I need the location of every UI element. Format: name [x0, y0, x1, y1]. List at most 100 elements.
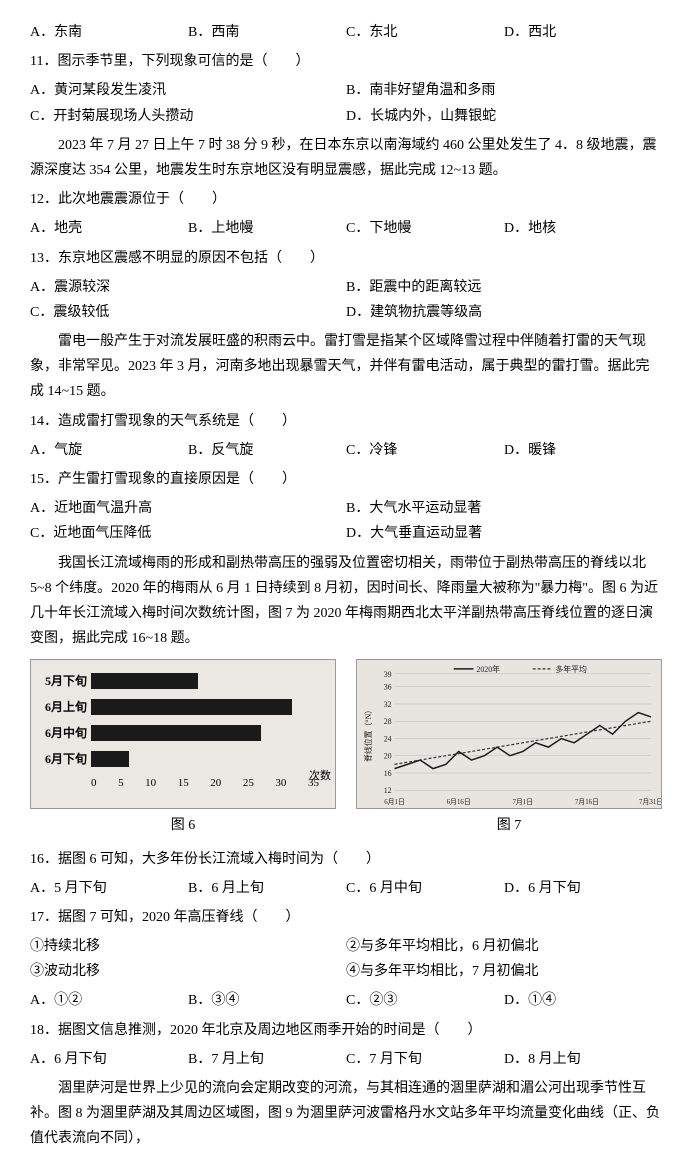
bar-axis: 05101520253035: [91, 774, 329, 794]
q18-a: A．6 月下旬: [30, 1047, 188, 1072]
q17-c: C．②③: [346, 988, 504, 1013]
q13-c: C．震级较低: [30, 300, 346, 325]
q18-options: A．6 月下旬 B．7 月上旬 C．7 月下旬 D．8 月上旬: [30, 1047, 662, 1072]
bar-row: 6月上旬: [37, 696, 329, 718]
q13-d: D．建筑物抗震等级高: [346, 300, 662, 325]
figure-6: 5月下旬6月上旬6月中旬6月下旬05101520253035次数 图 6: [30, 659, 336, 838]
tick: 30: [275, 774, 286, 794]
q15-options: A．近地面气温升高 B．大气水平运动显著 C．近地面气压降低 D．大气垂直运动显…: [30, 496, 662, 546]
bar-row: 5月下旬: [37, 670, 329, 692]
q18-stem: 18．据图文信息推测，2020 年北京及周边地区雨季开始的时间是（ ）: [30, 1018, 662, 1043]
q15-b: B．大气水平运动显著: [346, 496, 662, 521]
q12-a: A．地壳: [30, 216, 188, 241]
q17-statements: ①持续北移 ②与多年平均相比，6 月初偏北 ③波动北移 ④与多年平均相比，7 月…: [30, 934, 662, 984]
svg-text:脊线位置（°N）: 脊线位置（°N）: [363, 706, 373, 762]
tick: 5: [118, 774, 124, 794]
svg-text:32: 32: [384, 700, 392, 709]
q15-stem: 15．产生雷打雪现象的直接原因是（ ）: [30, 467, 662, 492]
q12-c: C．下地幔: [346, 216, 504, 241]
q17-a: A．①②: [30, 988, 188, 1013]
q14-c: C．冷锋: [346, 438, 504, 463]
fig7-caption: 图 7: [356, 813, 662, 838]
tick: 15: [178, 774, 189, 794]
q16-b: B．6 月上旬: [188, 876, 346, 901]
figure-7: 12162024283236396月1日6月16日7月1日7月16日7月31日脊…: [356, 659, 662, 838]
q13-stem: 13．东京地区震感不明显的原因不包括（ ）: [30, 246, 662, 271]
q11-b: B．南非好望角温和多雨: [346, 78, 662, 103]
bar-label: 6月中旬: [37, 723, 91, 745]
q14-options: A．气旋 B．反气旋 C．冷锋 D．暖锋: [30, 438, 662, 463]
q16-d: D．6 月下旬: [504, 876, 662, 901]
svg-text:16: 16: [384, 769, 392, 778]
q16-c: C．6 月中旬: [346, 876, 504, 901]
fig7-svg: 12162024283236396月1日6月16日7月1日7月16日7月31日脊…: [357, 660, 661, 808]
q12-d: D．地核: [504, 216, 662, 241]
svg-text:24: 24: [384, 735, 392, 744]
pre-options-row: A．东南 B．西南 C．东北 D．西北: [30, 20, 662, 45]
opt-c: C．东北: [346, 20, 504, 45]
q13-a: A．震源较深: [30, 275, 346, 300]
q11-stem: 11．图示季节里，下列现象可信的是（ ）: [30, 49, 662, 74]
q14-stem: 14．造成雷打雪现象的天气系统是（ ）: [30, 409, 662, 434]
q15-a: A．近地面气温升高: [30, 496, 346, 521]
bar-label: 6月上旬: [37, 697, 91, 719]
q17-stem: 17．据图 7 可知，2020 年高压脊线（ ）: [30, 905, 662, 930]
q12-options: A．地壳 B．上地幔 C．下地幔 D．地核: [30, 216, 662, 241]
q17-options: A．①② B．③④ C．②③ D．①④: [30, 988, 662, 1013]
q14-d: D．暖锋: [504, 438, 662, 463]
fig7-chart: 12162024283236396月1日6月16日7月1日7月16日7月31日脊…: [356, 659, 662, 809]
tick: 10: [145, 774, 156, 794]
q17-s2: ②与多年平均相比，6 月初偏北: [346, 934, 662, 959]
svg-text:28: 28: [384, 718, 392, 727]
svg-text:7月1日: 7月1日: [512, 798, 533, 806]
tick: 0: [91, 774, 97, 794]
q14-b: B．反气旋: [188, 438, 346, 463]
figures-row: 5月下旬6月上旬6月中旬6月下旬05101520253035次数 图 6 121…: [30, 659, 662, 838]
q18-c: C．7 月下旬: [346, 1047, 504, 1072]
opt-d: D．西北: [504, 20, 662, 45]
fig6-caption: 图 6: [30, 813, 336, 838]
svg-text:6月16日: 6月16日: [447, 798, 471, 806]
bar-label: 6月下旬: [37, 749, 91, 771]
bar-fill: [91, 725, 261, 741]
passage-14-15: 雷电一般产生于对流发展旺盛的积雨云中。雷打雪是指某个区域降雪过程中伴随着打雷的天…: [30, 329, 662, 405]
svg-text:2020年: 2020年: [476, 664, 500, 674]
q17-d: D．①④: [504, 988, 662, 1013]
passage-16-18: 我国长江流域梅雨的形成和副热带高压的强弱及位置密切相关，雨带位于副热带高压的脊线…: [30, 551, 662, 652]
svg-text:36: 36: [384, 683, 392, 692]
q16-a: A．5 月下旬: [30, 876, 188, 901]
svg-text:7月16日: 7月16日: [575, 798, 599, 806]
svg-text:6月1日: 6月1日: [384, 798, 405, 806]
q11-d: D．长城内外，山舞银蛇: [346, 104, 662, 129]
fig6-chart: 5月下旬6月上旬6月中旬6月下旬05101520253035次数: [30, 659, 336, 809]
opt-b: B．西南: [188, 20, 346, 45]
svg-text:7月31日: 7月31日: [639, 798, 661, 806]
q13-b: B．距震中的距离较远: [346, 275, 662, 300]
bar-row: 6月下旬: [37, 748, 329, 770]
bar-axis-label: 次数: [309, 767, 331, 787]
q18-b: B．7 月上旬: [188, 1047, 346, 1072]
q12-b: B．上地幔: [188, 216, 346, 241]
svg-text:12: 12: [384, 787, 392, 796]
q11-options: A．黄河某段发生凌汛 B．南非好望角温和多雨 C．开封菊展现场人头攒动 D．长城…: [30, 78, 662, 128]
tick: 25: [243, 774, 254, 794]
q17-b: B．③④: [188, 988, 346, 1013]
bar-fill: [91, 673, 198, 689]
bar-fill: [91, 751, 129, 767]
bar-label: 5月下旬: [37, 671, 91, 693]
q12-stem: 12．此次地震震源位于（ ）: [30, 187, 662, 212]
q14-a: A．气旋: [30, 438, 188, 463]
q17-s3: ③波动北移: [30, 959, 346, 984]
q16-options: A．5 月下旬 B．6 月上旬 C．6 月中旬 D．6 月下旬: [30, 876, 662, 901]
passage-tonle: 涸里萨河是世界上少见的流向会定期改变的河流，与其相连通的涸里萨湖和湄公河出现季节…: [30, 1076, 662, 1152]
q16-stem: 16．据图 6 可知，大多年份长江流域入梅时间为（ ）: [30, 847, 662, 872]
q11-a: A．黄河某段发生凌汛: [30, 78, 346, 103]
opt-a: A．东南: [30, 20, 188, 45]
q15-c: C．近地面气压降低: [30, 521, 346, 546]
q17-s4: ④与多年平均相比，7 月初偏北: [346, 959, 662, 984]
svg-text:20: 20: [384, 752, 392, 761]
q18-d: D．8 月上旬: [504, 1047, 662, 1072]
tick: 20: [210, 774, 221, 794]
q15-d: D．大气垂直运动显著: [346, 521, 662, 546]
q11-c: C．开封菊展现场人头攒动: [30, 104, 346, 129]
